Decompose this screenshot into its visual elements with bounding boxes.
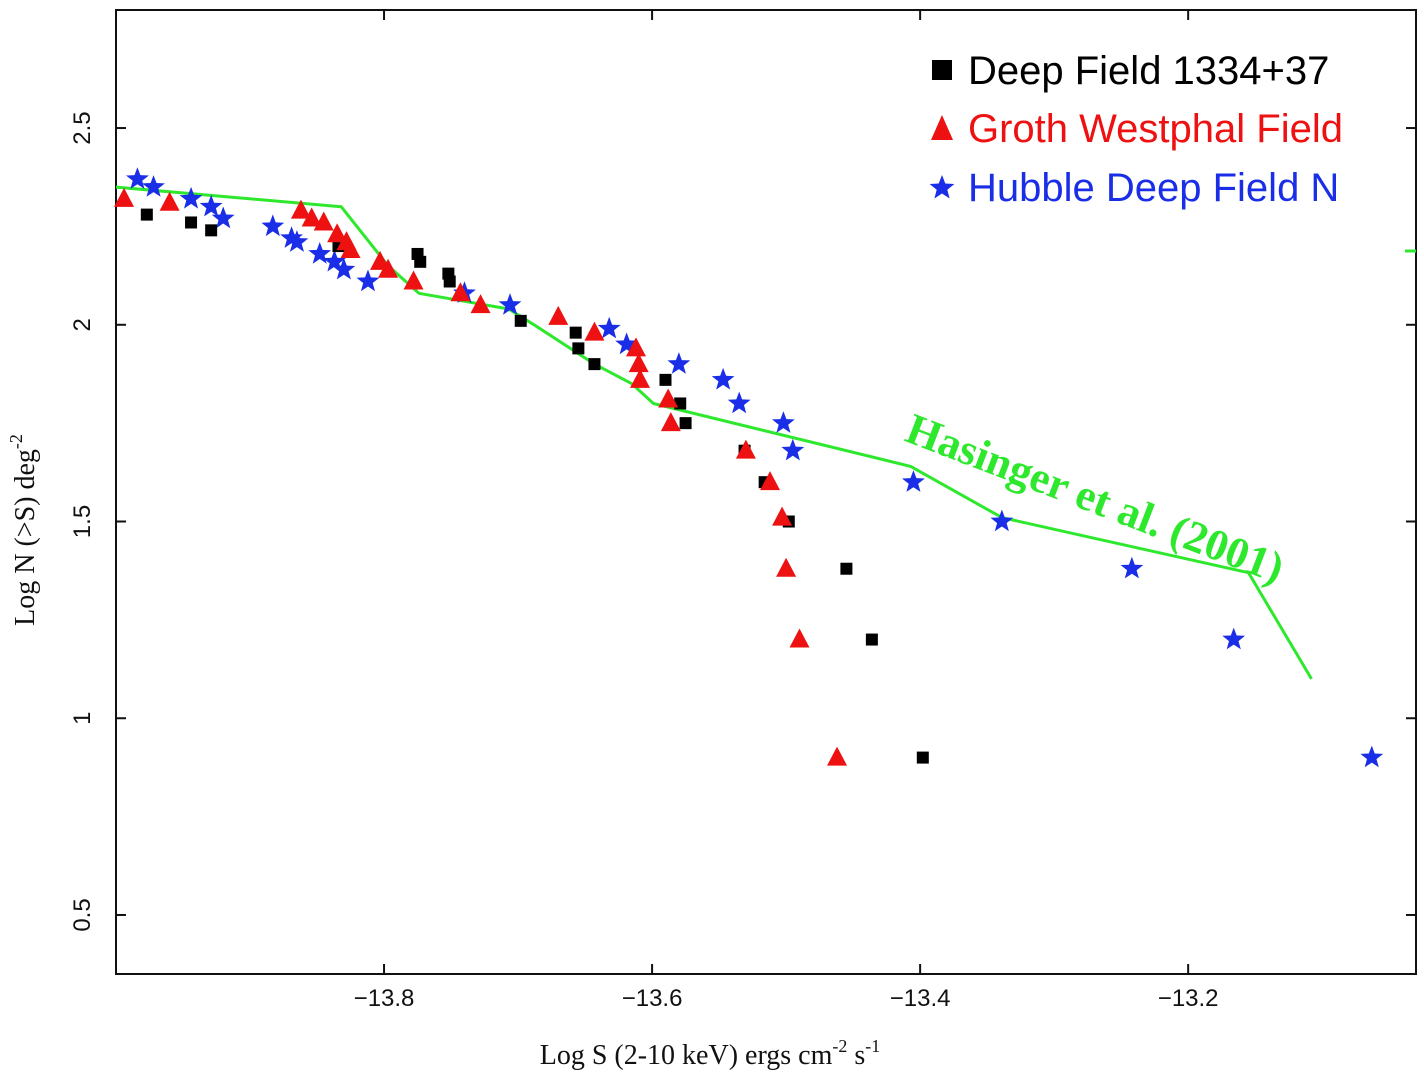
groth-point	[470, 294, 491, 314]
legend-label-groth: Groth Westphal Field	[968, 107, 1343, 151]
hubble-point	[323, 249, 346, 272]
groth-point	[450, 282, 471, 302]
hubble-point	[1360, 745, 1384, 768]
legend-marker-deep-field	[932, 60, 952, 80]
groth-point	[630, 368, 651, 388]
groth-point	[378, 258, 399, 278]
deep-field-point	[414, 255, 427, 268]
deep-field-point	[679, 417, 692, 430]
hubble-point	[498, 293, 522, 315]
y-axis: 0.5 1 1.5 2 2.5	[69, 111, 1416, 932]
deep-field-point	[572, 342, 585, 355]
x-axis-title: Log S (2-10 keV) ergs cm-2 s-1	[540, 1036, 881, 1071]
hubble-point	[1222, 627, 1246, 650]
groth-point	[776, 557, 797, 577]
groth-point	[735, 439, 756, 459]
hubble-point	[211, 206, 235, 229]
groth-point	[827, 746, 848, 766]
annotation-hasinger: Hasinger et al. (2001)	[900, 404, 1291, 593]
hubble-point	[285, 230, 309, 252]
plot-frame	[115, 9, 1417, 975]
groth-point	[772, 506, 793, 526]
x-axis-title-sup1: -2	[832, 1036, 847, 1056]
x-tick-label: −13.8	[354, 985, 415, 1012]
deep-field-point	[569, 326, 582, 339]
model-layer	[115, 185, 1313, 680]
y-tick-label: 0.5	[69, 898, 96, 931]
groth-point	[548, 305, 569, 325]
x-axis-title-main: Log S (2-10 keV) ergs cm	[540, 1040, 833, 1071]
hasinger-model-line	[115, 185, 1313, 680]
hubble-point	[990, 509, 1014, 532]
groth-point	[660, 412, 681, 432]
hubble-point	[179, 186, 203, 209]
hubble-point	[727, 391, 751, 414]
y-axis-title-main: Log N (>S) deg	[10, 449, 41, 626]
groth-point	[327, 223, 348, 243]
hubble-point	[711, 367, 735, 390]
hubble-point	[199, 194, 223, 217]
groth-point	[313, 211, 334, 231]
x-axis-title-mid: s	[847, 1040, 865, 1071]
hubble-point	[332, 257, 356, 280]
deep-field-point	[443, 275, 456, 288]
groth-point	[760, 471, 781, 491]
points-layer	[114, 167, 1384, 768]
hubble-point	[261, 214, 285, 237]
hubble-point	[772, 411, 795, 433]
x-axis-title-sup2: -1	[865, 1036, 880, 1056]
hubble-point	[667, 352, 691, 374]
deep-field-point	[588, 358, 601, 371]
groth-point	[159, 191, 180, 211]
hubble-point	[615, 332, 638, 355]
deep-field-point	[514, 314, 527, 327]
groth-point	[403, 270, 424, 290]
deep-field-point	[674, 397, 687, 410]
y-tick-label: 1	[69, 712, 96, 725]
x-tick-label: −13.6	[622, 985, 683, 1012]
hubble-point	[308, 242, 332, 264]
hubble-point	[126, 167, 149, 189]
hubble-point	[781, 438, 805, 461]
deep-field-point	[865, 633, 878, 646]
deep-field-point	[185, 216, 198, 229]
hubble-point	[356, 269, 380, 292]
legend-label-deep-field: Deep Field 1334+37	[968, 49, 1329, 93]
deep-field-point	[659, 373, 672, 386]
deep-field-point	[916, 751, 929, 764]
groth-point	[114, 187, 135, 207]
groth-point	[301, 207, 322, 227]
y-axis-title: Log N (>S) deg-2	[6, 434, 41, 626]
groth-point	[658, 388, 679, 408]
deep-field-point	[140, 208, 153, 221]
hubble-point	[902, 470, 925, 492]
hubble-point	[597, 316, 621, 339]
groth-point	[628, 353, 649, 373]
groth-point	[789, 628, 810, 648]
groth-point	[584, 321, 605, 341]
groth-point	[340, 239, 361, 259]
groth-point	[626, 337, 646, 357]
groth-point	[290, 199, 311, 219]
legend: Deep Field 1334+37 Groth Westphal Field …	[929, 49, 1343, 210]
hubble-point	[280, 226, 303, 248]
legend-marker-groth	[931, 115, 953, 140]
y-axis-title-superscript: -2	[6, 434, 26, 449]
y-tick-label: 1.5	[69, 505, 96, 538]
y-tick-label: 2.5	[69, 111, 96, 144]
x-axis: −13.8 −13.6 −13.4 −13.2	[354, 10, 1219, 1012]
legend-marker-hubble	[929, 175, 955, 199]
deep-field-point	[205, 224, 218, 237]
hubble-point	[142, 175, 165, 197]
y-tick-label: 2	[69, 318, 96, 331]
legend-label-hubble: Hubble Deep Field N	[968, 166, 1339, 210]
x-tick-label: −13.2	[1158, 985, 1219, 1012]
x-tick-label: −13.4	[890, 985, 951, 1012]
deep-field-point	[840, 562, 853, 575]
hubble-point	[1120, 556, 1144, 579]
